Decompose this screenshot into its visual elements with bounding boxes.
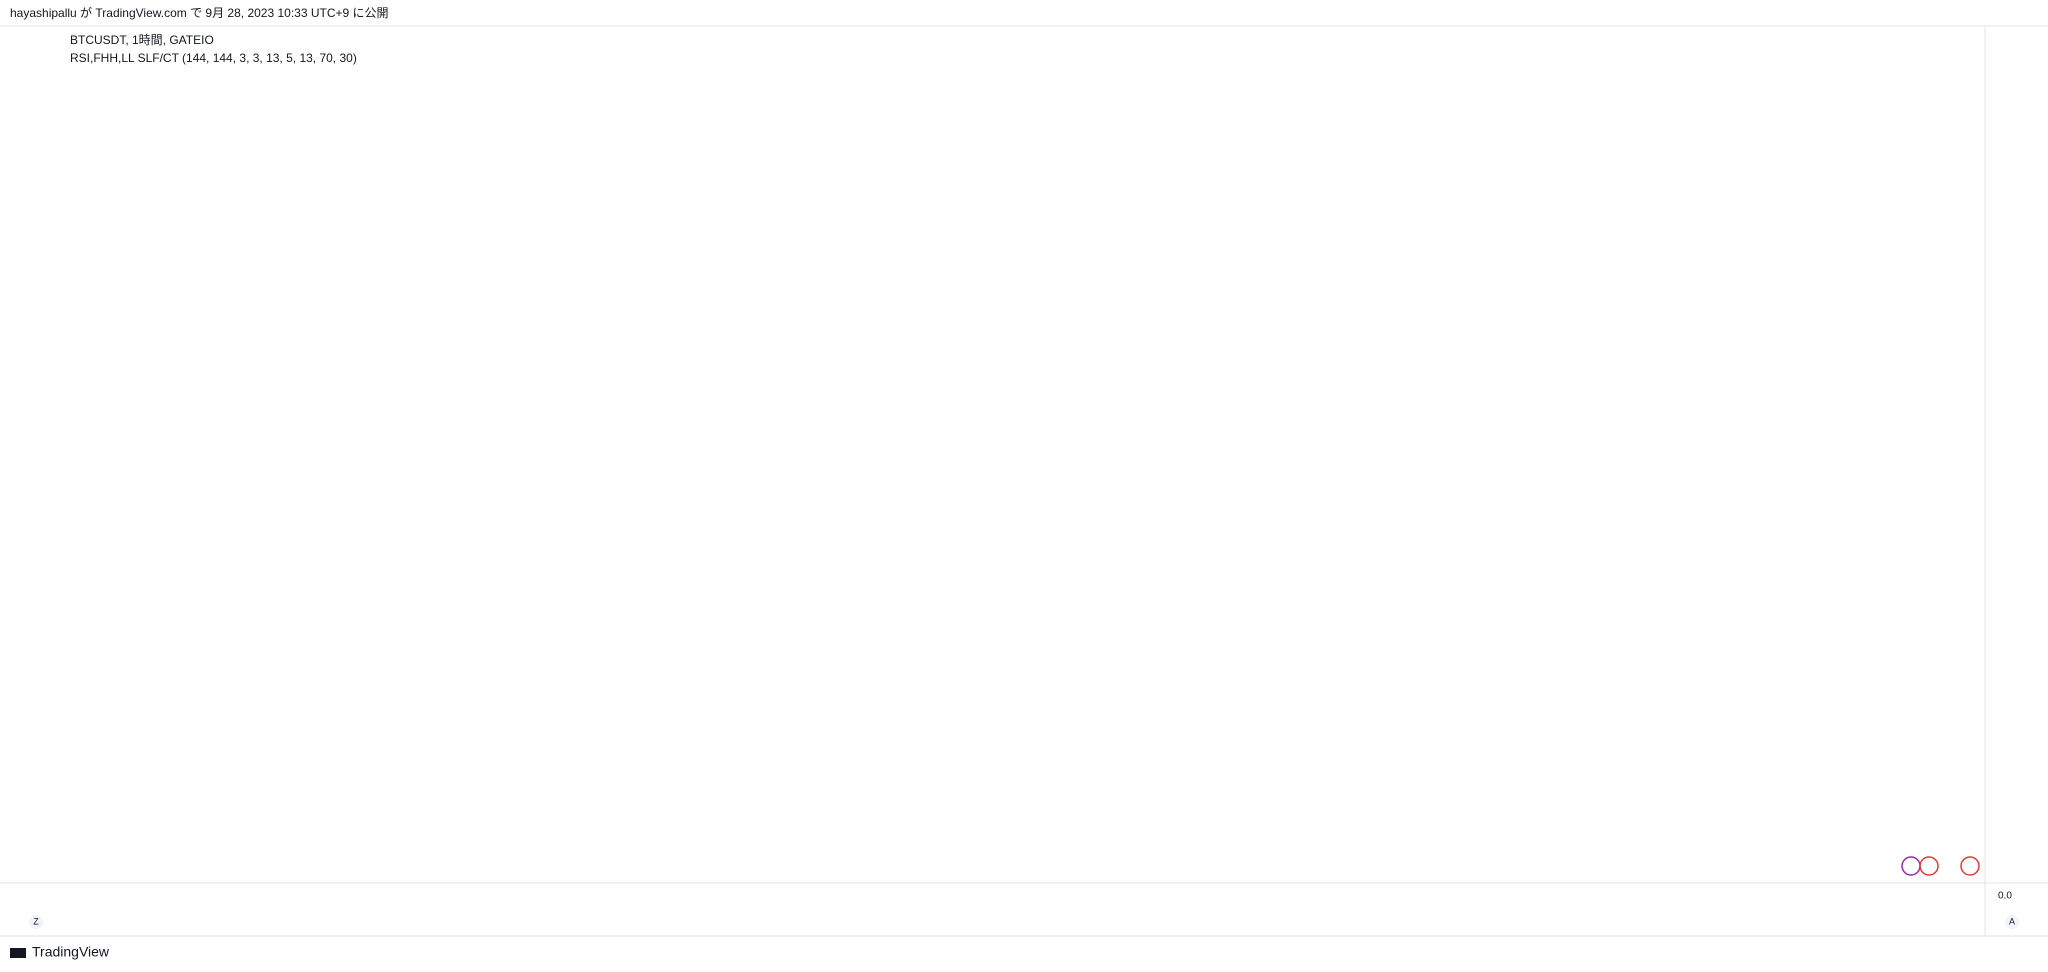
auto-button[interactable] — [2005, 915, 2019, 929]
auto-button-label[interactable]: A — [2009, 916, 2015, 926]
right-axis-label: 0.0 — [1998, 891, 2012, 902]
chart-title: BTCUSDT, 1時間, GATEIO — [70, 33, 214, 47]
tradingview-logo — [10, 948, 26, 958]
footer-brand: TradingView — [32, 944, 110, 960]
zoom-button[interactable] — [29, 915, 43, 929]
indicator-legend: RSI,FHH,LL SLF/CT (144, 144, 3, 3, 13, 5… — [70, 51, 357, 65]
publish-header: hayashipallu が TradingView.com で 9月 28, … — [10, 5, 389, 20]
event-icon[interactable] — [1919, 856, 1939, 876]
zoom-button-label[interactable]: Z — [33, 916, 39, 926]
event-icon[interactable] — [1960, 856, 1980, 876]
